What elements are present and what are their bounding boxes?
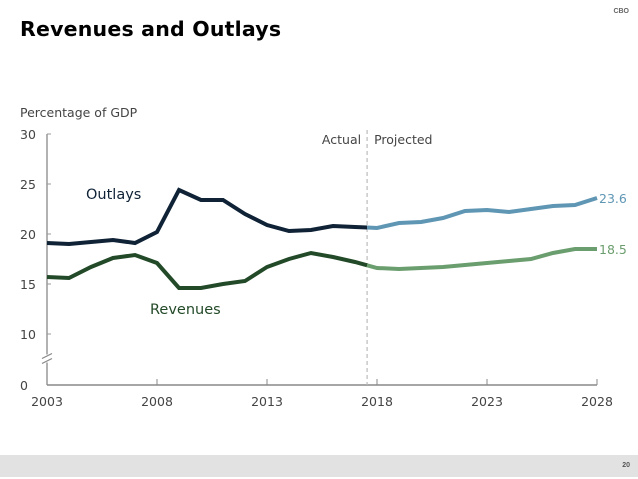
axis-break-mark xyxy=(41,352,53,360)
slide-title: Revenues and Outlays xyxy=(20,17,282,41)
axes: 0 10 15 20 25 30 2003 2008 2013 2018 2023 2028 xyxy=(20,127,613,409)
y-tick-label: 20 xyxy=(20,227,36,242)
x-tick-label: 2018 xyxy=(361,394,393,409)
footer-bar: 20 xyxy=(0,455,638,477)
page-number: 20 xyxy=(622,462,630,469)
line-chart: Percentage of GDP 0 10 15 20 25 30 2003 2008 201… xyxy=(20,105,627,409)
x-tick-label: 2003 xyxy=(31,394,63,409)
series-lines xyxy=(46,187,598,290)
y-tick-label: 25 xyxy=(20,177,36,192)
y-tick-label: 10 xyxy=(20,327,36,342)
revenues-projected-line xyxy=(366,247,597,272)
projected-label: Projected xyxy=(374,132,432,147)
actual-label: Actual xyxy=(322,132,361,147)
outlays-actual-line xyxy=(46,187,368,247)
revenues-end-label: 18.5 xyxy=(599,242,627,257)
revenues-actual-line xyxy=(46,250,368,290)
x-tick-label: 2028 xyxy=(581,394,613,409)
x-tick-label: 2013 xyxy=(251,394,283,409)
annotations: Actual Projected 23.6 18.5 Outlays Revenues xyxy=(86,132,627,318)
axis-break-gap xyxy=(41,354,53,363)
y-tick-label: 0 xyxy=(20,378,28,393)
revenues-series-label: Revenues xyxy=(150,302,221,318)
outlays-series-label: Outlays xyxy=(86,187,141,203)
y-axis-label: Percentage of GDP xyxy=(20,105,138,120)
outlays-projected-line xyxy=(367,196,598,231)
y-tick-label: 15 xyxy=(20,277,36,292)
y-tick-label: 30 xyxy=(20,127,36,142)
axis-break-mark xyxy=(41,357,53,365)
outlays-end-label: 23.6 xyxy=(599,191,627,206)
x-tick-label: 2008 xyxy=(141,394,173,409)
brand-logo: CBO xyxy=(613,8,629,15)
x-tick-label: 2023 xyxy=(471,394,503,409)
